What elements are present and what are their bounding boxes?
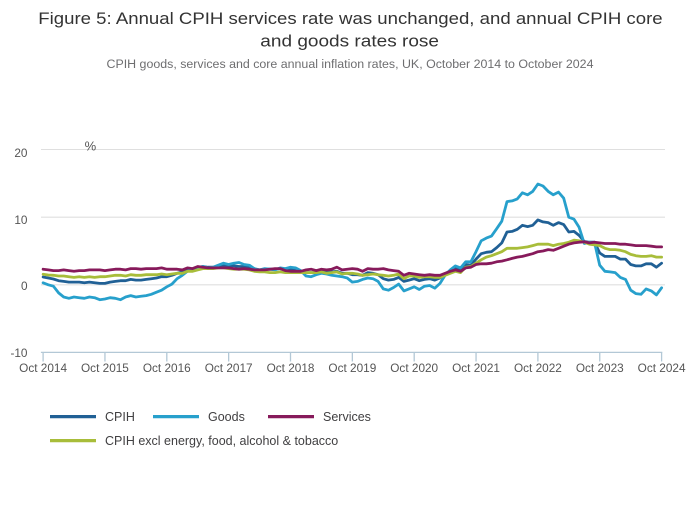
svg-text:CPIH goods, services and core: CPIH goods, services and core annual inf… xyxy=(107,57,594,71)
svg-text:10: 10 xyxy=(14,213,28,227)
svg-text:20: 20 xyxy=(14,146,28,160)
svg-text:CPIH excl energy, food, alcoho: CPIH excl energy, food, alcohol & tobacc… xyxy=(105,434,338,448)
svg-text:Figure 5: Annual CPIH services: Figure 5: Annual CPIH services rate was … xyxy=(38,9,662,28)
svg-text:Oct 2018: Oct 2018 xyxy=(267,361,315,375)
svg-text:Oct 2015: Oct 2015 xyxy=(81,361,129,375)
svg-text:Oct 2022: Oct 2022 xyxy=(514,361,562,375)
svg-text:Oct 2021: Oct 2021 xyxy=(452,361,500,375)
svg-text:Oct 2023: Oct 2023 xyxy=(576,361,624,375)
svg-text:Oct 2016: Oct 2016 xyxy=(143,361,191,375)
svg-text:and goods rates rose: and goods rates rose xyxy=(260,31,439,50)
svg-text:Oct 2020: Oct 2020 xyxy=(390,361,438,375)
svg-text:Oct 2019: Oct 2019 xyxy=(328,361,376,375)
svg-text:0: 0 xyxy=(21,279,28,293)
svg-text:Services: Services xyxy=(323,410,371,424)
svg-text:Oct 2024: Oct 2024 xyxy=(638,361,686,375)
svg-text:Oct 2017: Oct 2017 xyxy=(205,361,253,375)
svg-text:Oct 2014: Oct 2014 xyxy=(19,361,67,375)
svg-text:Goods: Goods xyxy=(208,410,245,424)
svg-text:-10: -10 xyxy=(10,346,27,360)
svg-text:%: % xyxy=(85,138,97,153)
svg-text:CPIH: CPIH xyxy=(105,410,135,424)
